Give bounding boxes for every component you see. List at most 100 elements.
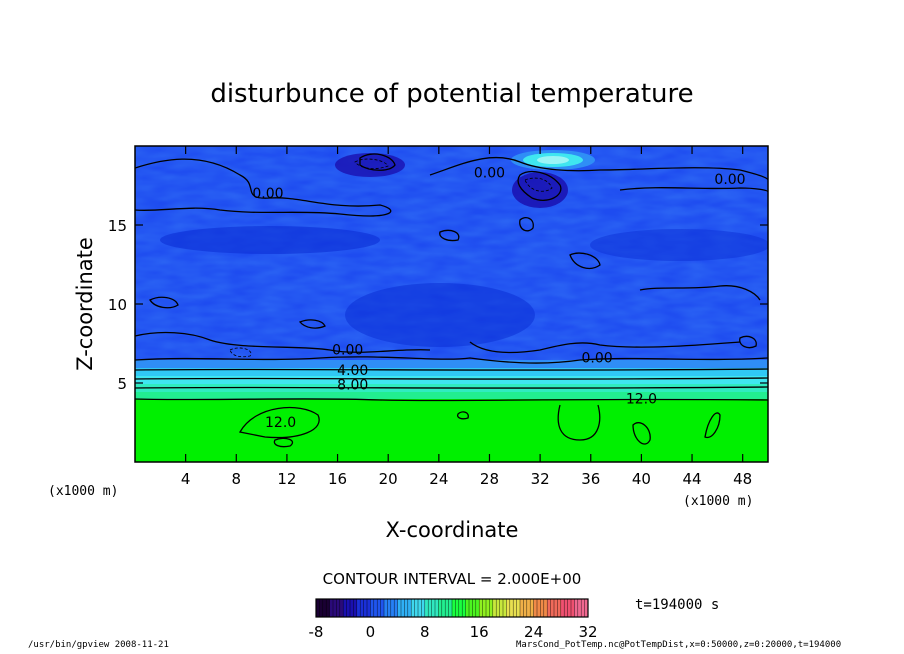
y-axis: 5 10 15 [108, 217, 768, 393]
x-tick-label: 48 [733, 470, 752, 488]
colorbar-swatch [316, 599, 331, 617]
colorbar-swatch [506, 599, 521, 617]
field-band-5 [135, 392, 768, 399]
footer-left: /usr/bin/gpview 2008-11-21 [28, 640, 169, 650]
x-tick-label: 28 [480, 470, 499, 488]
colorbar-swatch [533, 599, 548, 617]
time-label: t=194000 s [635, 597, 719, 613]
contour-line [135, 386, 768, 389]
contour-label: 12.0 [626, 392, 657, 408]
x-tick-label: 32 [531, 470, 550, 488]
x-tick-label: 4 [181, 470, 191, 488]
contour-label: 0.00 [714, 172, 745, 188]
x-axis-title: X-coordinate [386, 518, 519, 542]
contour-line [456, 411, 469, 420]
contour-interval-label: CONTOUR INTERVAL = 2.000E+00 [323, 570, 582, 588]
contour-plot-area: 0.00 0.00 0.00 0.00 0.00 4.008.00 12.0 12.0 [135, 146, 768, 462]
contour-line [135, 377, 768, 380]
contour-line [619, 187, 768, 193]
colorbar-swatch [574, 599, 589, 617]
colorbar-swatch [547, 599, 562, 617]
y-axis-title: Z-coordinate [73, 237, 97, 371]
contour-line [298, 319, 326, 329]
y-tick-label: 15 [108, 217, 127, 235]
x-tick-label: 44 [682, 470, 701, 488]
colorbar-ticks: -8 0 8 16 24 32 [309, 623, 598, 641]
contour-label: 0.00 [582, 350, 613, 366]
colorbar-tick-label: 32 [578, 623, 597, 641]
contour-line [639, 285, 761, 301]
y-tick-label: 5 [117, 375, 127, 393]
contour-label: 8.00 [337, 377, 368, 393]
field-green-layer [135, 399, 768, 462]
contour-line [135, 331, 431, 353]
colorbar-swatch [479, 599, 494, 617]
colorbar-frame [315, 598, 589, 618]
colorbar-swatch [520, 599, 535, 617]
contour-line [135, 398, 768, 402]
colorbar-swatch [465, 599, 480, 617]
contour-line [519, 217, 534, 232]
colorbar-swatch [492, 599, 507, 617]
x-axis-unit-left: (x1000 m) [48, 484, 118, 499]
colorbar-swatch [424, 599, 439, 617]
x-tick-label: 20 [379, 470, 398, 488]
colorbar-swatch [384, 599, 399, 617]
y-tick-label: 10 [108, 296, 127, 314]
field-dark-region [512, 172, 568, 208]
contour-line [704, 412, 721, 439]
contour-label: 0.00 [332, 343, 363, 359]
colorbar-swatch [452, 599, 467, 617]
field-dark-region [590, 229, 768, 261]
colorbar-tick-label: 24 [524, 623, 543, 641]
contour-line-negative [524, 177, 553, 192]
footer-right: MarsCond_PotTemp.nc@PotTempDist,x=0:5000… [516, 640, 842, 650]
contour-line [135, 158, 392, 217]
contour-lines [135, 153, 768, 448]
contour-line [273, 437, 294, 448]
contour-label: 12.0 [265, 415, 296, 431]
colorbar-swatch [438, 599, 453, 617]
colorbar [315, 598, 589, 618]
contour-label: 0.00 [252, 186, 283, 202]
field-band-2 [135, 368, 768, 376]
colorbar-swatch [411, 599, 426, 617]
contour-labels: 0.00 0.00 0.00 0.00 0.00 4.008.00 12.0 12.0 [252, 166, 745, 432]
colorbar-tick-label: 16 [470, 623, 489, 641]
contour-line [557, 404, 601, 441]
colorbar-swatch [356, 599, 371, 617]
x-tick-label: 36 [581, 470, 600, 488]
field-dark-region [345, 283, 535, 347]
colorbar-swatch [329, 599, 344, 617]
colorbar-tick-label: 8 [420, 623, 430, 641]
chart-title: disturbunce of potential temperature [210, 79, 693, 109]
contour-label: 0.00 [474, 166, 505, 182]
field-cyan-anomaly [537, 156, 569, 164]
field-dark-region [335, 153, 405, 177]
colorbar-swatch [397, 599, 412, 617]
contour-line-negative [229, 347, 252, 358]
contour-line [739, 335, 757, 349]
colorbar-swatch [560, 599, 575, 617]
x-axis: 4 8 12 16 20 24 28 32 36 40 44 48 [181, 146, 752, 488]
contour-line [632, 422, 651, 445]
contour-line [135, 356, 768, 364]
x-tick-label: 16 [328, 470, 347, 488]
contour-line [569, 252, 601, 269]
contour-line [135, 368, 768, 371]
x-tick-label: 12 [277, 470, 296, 488]
x-axis-unit-right: (x1000 m) [683, 494, 753, 509]
contour-line [469, 341, 741, 354]
contour-line [149, 296, 179, 309]
x-tick-label: 24 [429, 470, 448, 488]
colorbar-swatch [343, 599, 358, 617]
contour-line [439, 229, 460, 242]
x-tick-label: 8 [232, 470, 242, 488]
contour-line [429, 156, 768, 181]
field-band-3 [135, 376, 768, 384]
contour-line [238, 406, 320, 439]
x-tick-label: 40 [632, 470, 651, 488]
contour-lines-negative [229, 158, 553, 358]
contour-line [517, 171, 562, 201]
